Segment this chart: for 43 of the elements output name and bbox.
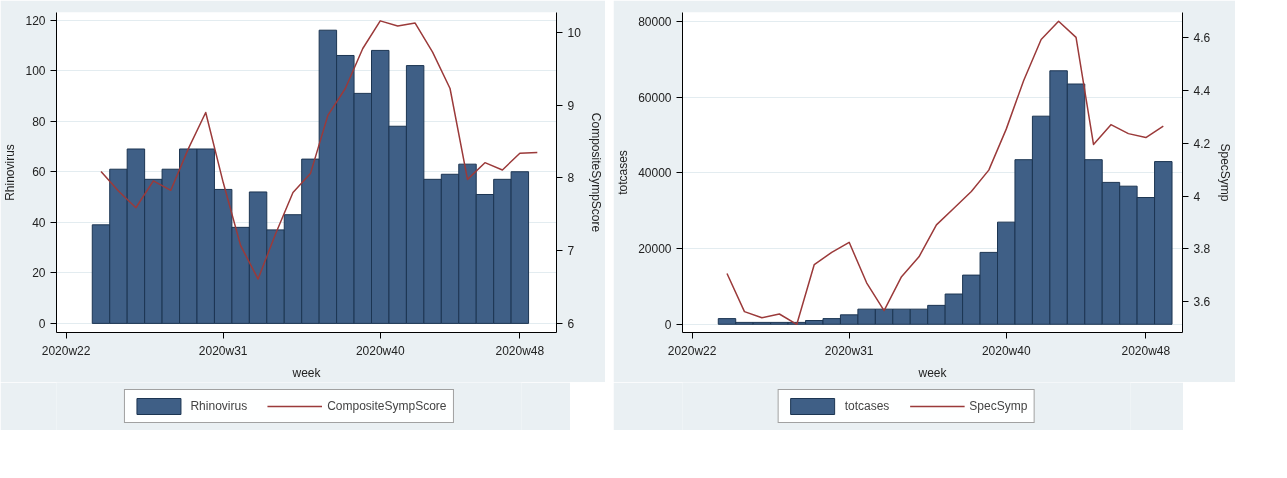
y-tick-label: 100 bbox=[25, 64, 46, 79]
x-tick-label: 2020w48 bbox=[1121, 343, 1171, 358]
y2-tick-label: 3.6 bbox=[1193, 295, 1211, 310]
y2-tick-label: 7 bbox=[567, 244, 575, 259]
y-tick-label: 0 bbox=[38, 316, 46, 331]
x-tick-label: 2020w31 bbox=[198, 343, 248, 358]
y2-tick-label: 3.8 bbox=[1193, 242, 1211, 257]
y2-tick-label: 4.4 bbox=[1193, 83, 1211, 98]
y-tick-label: 120 bbox=[25, 13, 46, 28]
legend-label: Rhinovirus bbox=[190, 399, 248, 413]
legend-label: SpecSymp bbox=[969, 399, 1028, 413]
x-tick-label: 2020w31 bbox=[824, 343, 874, 358]
y-tick-label: 40 bbox=[32, 215, 46, 230]
x-axis-title: week bbox=[291, 365, 322, 380]
y-tick-label: 60000 bbox=[638, 90, 672, 105]
y-tick-label: 80000 bbox=[638, 15, 672, 30]
y2-axis-title: SpecSymp bbox=[1218, 143, 1233, 202]
x-tick-label: 2020w40 bbox=[355, 343, 405, 358]
legend-label: totcases bbox=[844, 399, 890, 413]
x-tick-label: 2020w40 bbox=[981, 343, 1031, 358]
y2-tick-label: 9 bbox=[567, 98, 575, 113]
legend-label: CompositeSympScore bbox=[327, 399, 447, 413]
y-tick-label: 80 bbox=[32, 114, 46, 129]
line-series bbox=[726, 20, 1165, 326]
y2-tick-label: 6 bbox=[567, 316, 575, 331]
x-tick-label: 2020w22 bbox=[41, 343, 91, 358]
x-tick-label: 2020w48 bbox=[495, 343, 545, 358]
x-tick-label: 2020w22 bbox=[667, 343, 717, 358]
y2-tick-label: 8 bbox=[567, 171, 575, 186]
y-axis-title: Rhinovirus bbox=[3, 144, 18, 201]
x-axis-title: week bbox=[917, 365, 948, 380]
y-tick-label: 40000 bbox=[638, 166, 672, 181]
y-tick-label: 20 bbox=[32, 266, 46, 281]
y2-axis-title: CompositeSympScore bbox=[588, 112, 603, 233]
y2-tick-label: 4.2 bbox=[1193, 136, 1211, 151]
line-series bbox=[100, 20, 539, 280]
y-axis-title: totcases bbox=[616, 150, 631, 195]
y-tick-label: 60 bbox=[32, 165, 46, 180]
y2-tick-label: 10 bbox=[567, 26, 582, 40]
y-tick-label: 20000 bbox=[638, 242, 672, 257]
y2-tick-label: 4 bbox=[1193, 189, 1201, 204]
y2-tick-label: 4.6 bbox=[1193, 30, 1211, 45]
y-tick-label: 0 bbox=[664, 317, 672, 332]
